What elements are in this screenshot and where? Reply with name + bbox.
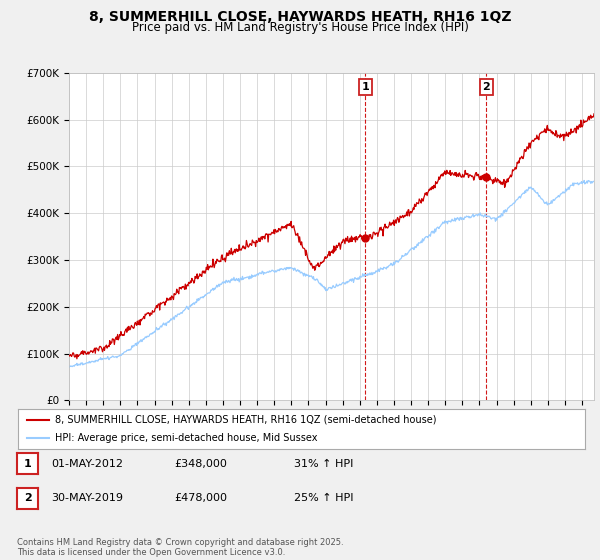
Text: Price paid vs. HM Land Registry's House Price Index (HPI): Price paid vs. HM Land Registry's House …	[131, 21, 469, 34]
Text: 2: 2	[482, 82, 490, 92]
Text: 8, SUMMERHILL CLOSE, HAYWARDS HEATH, RH16 1QZ (semi-detached house): 8, SUMMERHILL CLOSE, HAYWARDS HEATH, RH1…	[55, 415, 436, 424]
Text: 31% ↑ HPI: 31% ↑ HPI	[294, 459, 353, 469]
Text: 01-MAY-2012: 01-MAY-2012	[51, 459, 123, 469]
Text: 1: 1	[361, 82, 369, 92]
Text: Contains HM Land Registry data © Crown copyright and database right 2025.
This d: Contains HM Land Registry data © Crown c…	[17, 538, 343, 557]
Text: 1: 1	[24, 459, 31, 469]
Text: 25% ↑ HPI: 25% ↑ HPI	[294, 493, 353, 503]
Text: HPI: Average price, semi-detached house, Mid Sussex: HPI: Average price, semi-detached house,…	[55, 433, 317, 443]
Text: 8, SUMMERHILL CLOSE, HAYWARDS HEATH, RH16 1QZ: 8, SUMMERHILL CLOSE, HAYWARDS HEATH, RH1…	[89, 10, 511, 24]
Text: £348,000: £348,000	[174, 459, 227, 469]
Text: 30-MAY-2019: 30-MAY-2019	[51, 493, 123, 503]
Text: £478,000: £478,000	[174, 493, 227, 503]
Text: 2: 2	[24, 493, 31, 503]
